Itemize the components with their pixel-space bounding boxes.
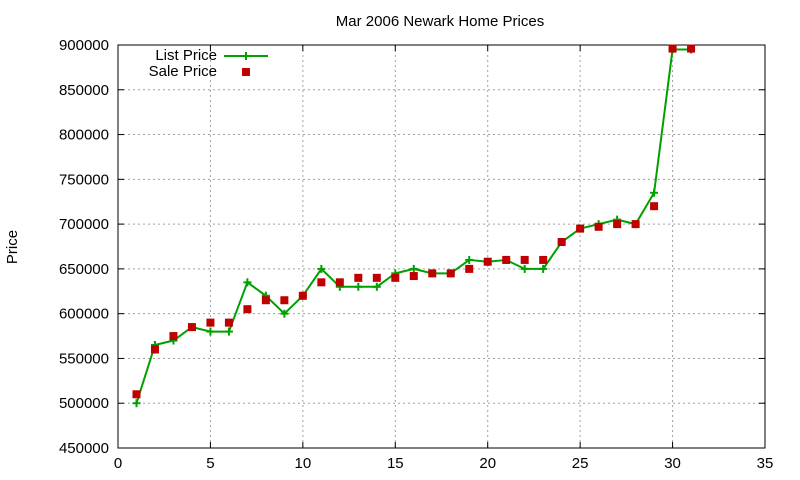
x-tick-label: 0	[114, 455, 122, 472]
y-tick-label: 450000	[59, 440, 109, 457]
data-point	[557, 238, 566, 247]
series-0	[132, 45, 696, 408]
data-point	[224, 327, 233, 336]
data-point	[576, 224, 585, 233]
data-point	[631, 220, 640, 229]
y-tick-label: 800000	[59, 127, 109, 144]
data-point	[613, 220, 622, 229]
legend-label-sale-price: Sale Price	[149, 63, 217, 80]
data-point	[169, 332, 178, 341]
data-point	[428, 269, 437, 278]
data-point	[317, 278, 326, 287]
x-tick-label: 10	[295, 455, 312, 472]
data-point	[132, 390, 141, 399]
data-point	[650, 188, 659, 197]
data-point	[539, 264, 548, 273]
data-point	[465, 255, 474, 264]
x-tick-label: 15	[387, 455, 404, 472]
data-point	[354, 282, 363, 291]
y-tick-label: 750000	[59, 171, 109, 188]
data-point	[261, 296, 270, 305]
y-tick-label: 650000	[59, 261, 109, 278]
legend-marker-sale-price	[242, 68, 250, 76]
data-point	[243, 305, 252, 314]
data-point	[206, 318, 215, 327]
series-1	[132, 44, 696, 399]
grid-lines	[118, 45, 765, 448]
data-point	[594, 222, 603, 231]
x-tick-label: 35	[757, 455, 774, 472]
series-line	[135, 48, 692, 404]
data-point	[520, 255, 529, 264]
data-point	[354, 273, 363, 282]
data-point	[335, 278, 344, 287]
data-point	[372, 282, 381, 291]
plot-frame	[117, 44, 766, 449]
data-point	[409, 264, 418, 273]
data-point	[280, 296, 289, 305]
x-tick-label: 30	[664, 455, 681, 472]
data-point	[317, 264, 326, 273]
data-point	[502, 255, 511, 264]
y-axis-label: Price	[4, 230, 21, 264]
x-tick-label: 5	[206, 455, 214, 472]
data-point	[391, 273, 400, 282]
data-point	[280, 309, 289, 318]
y-tick-label: 600000	[59, 306, 109, 323]
data-point	[650, 202, 659, 211]
data-point	[243, 278, 252, 287]
data-point	[132, 399, 141, 408]
y-tick-label: 850000	[59, 82, 109, 99]
y-tick-label: 500000	[59, 395, 109, 412]
series-layer	[132, 44, 696, 408]
data-point	[224, 318, 233, 327]
data-point	[483, 257, 492, 266]
x-tick-label: 20	[479, 455, 496, 472]
chart-title: Mar 2006 Newark Home Prices	[336, 13, 544, 30]
y-tick-label: 900000	[59, 37, 109, 54]
data-point	[446, 269, 455, 278]
y-tick-label: 700000	[59, 216, 109, 233]
y-tick-label: 550000	[59, 350, 109, 367]
x-tick-label: 25	[572, 455, 589, 472]
data-point	[668, 44, 677, 53]
data-point	[409, 272, 418, 281]
data-point	[520, 264, 529, 273]
legend-marker-list-price	[242, 52, 250, 60]
data-point	[687, 44, 696, 53]
data-point	[465, 264, 474, 273]
data-point	[372, 273, 381, 282]
data-point	[150, 345, 159, 354]
data-point	[539, 255, 548, 264]
legend: List Price Sale Price	[149, 47, 268, 80]
data-point	[206, 327, 215, 336]
legend-label-list-price: List Price	[155, 47, 217, 64]
data-point	[187, 323, 196, 332]
axis-ticks: 0 5 10 15 20 25 30 35 450000 500000 550000 600000 65…	[59, 37, 773, 472]
data-point	[298, 291, 307, 300]
